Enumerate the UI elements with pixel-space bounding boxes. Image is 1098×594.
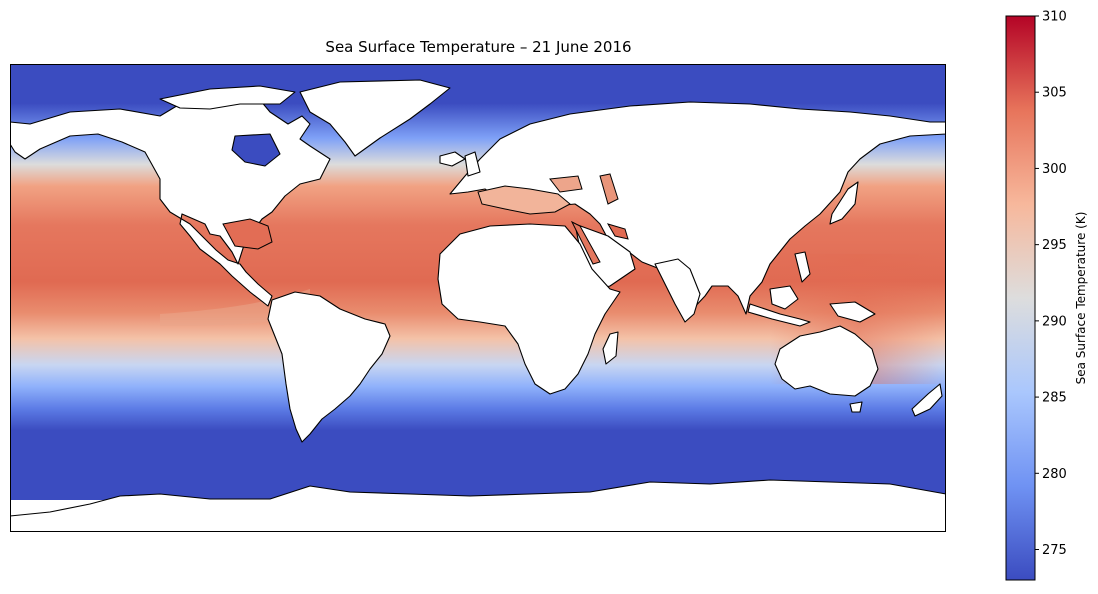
- colorbar-tick-label-285: 285: [1042, 391, 1067, 406]
- south-america-land: [267, 291, 391, 443]
- borneo-land: [769, 285, 799, 310]
- eurasia-land: [449, 101, 947, 315]
- colorbar-tick-label-305: 305: [1042, 86, 1067, 101]
- colorbar-gradient: [1005, 15, 1036, 581]
- colorbar-svg: 275 280 285 290 295 300 305 310: [1005, 10, 1067, 581]
- greenland-land: [299, 79, 451, 157]
- colorbar: 275 280 285 290 295 300 305 310: [990, 0, 1098, 590]
- map-panel[interactable]: [9, 64, 947, 533]
- map-frame: [10, 64, 946, 532]
- new-guinea-land: [829, 301, 876, 323]
- madagascar-land: [602, 331, 619, 365]
- colorbar-tick-label-290: 290: [1042, 314, 1067, 329]
- gulf-of-mexico: [222, 218, 273, 250]
- hudson-bay: [231, 133, 281, 167]
- colorbar-tick-label-300: 300: [1042, 162, 1067, 177]
- map-title: Sea Surface Temperature – 21 June 2016: [325, 38, 632, 56]
- inland-seas: [222, 173, 629, 265]
- tasmania-land: [849, 401, 863, 413]
- mediterranean-sea: [477, 185, 571, 215]
- land-masses: [9, 79, 947, 533]
- sst-map[interactable]: [9, 64, 947, 533]
- uk-land: [464, 151, 481, 177]
- colorbar-tick-label-280: 280: [1042, 467, 1067, 482]
- colorbar-ticks: 275 280 285 290 295 300 305 310: [1035, 10, 1067, 558]
- australia-land: [774, 325, 879, 397]
- colorbar-tick-label-275: 275: [1042, 543, 1067, 558]
- black-sea: [549, 175, 583, 193]
- iceland-land: [439, 151, 466, 167]
- caspian-sea: [599, 173, 619, 205]
- arctic-islands: [159, 85, 296, 110]
- japan-land: [829, 181, 859, 225]
- red-sea: [570, 220, 601, 265]
- india-land: [654, 258, 701, 323]
- colorbar-label: Sea Surface Temperature (K): [1074, 211, 1088, 385]
- colorbar-tick-label-295: 295: [1042, 238, 1067, 253]
- africa-land: [437, 223, 621, 395]
- persian-gulf: [606, 223, 629, 240]
- new-zealand-land: [911, 383, 943, 417]
- indonesia-islands: [747, 303, 811, 327]
- philippines-land: [794, 251, 811, 283]
- antarctica-land: [9, 479, 947, 533]
- colorbar-tick-label-310: 310: [1042, 10, 1067, 25]
